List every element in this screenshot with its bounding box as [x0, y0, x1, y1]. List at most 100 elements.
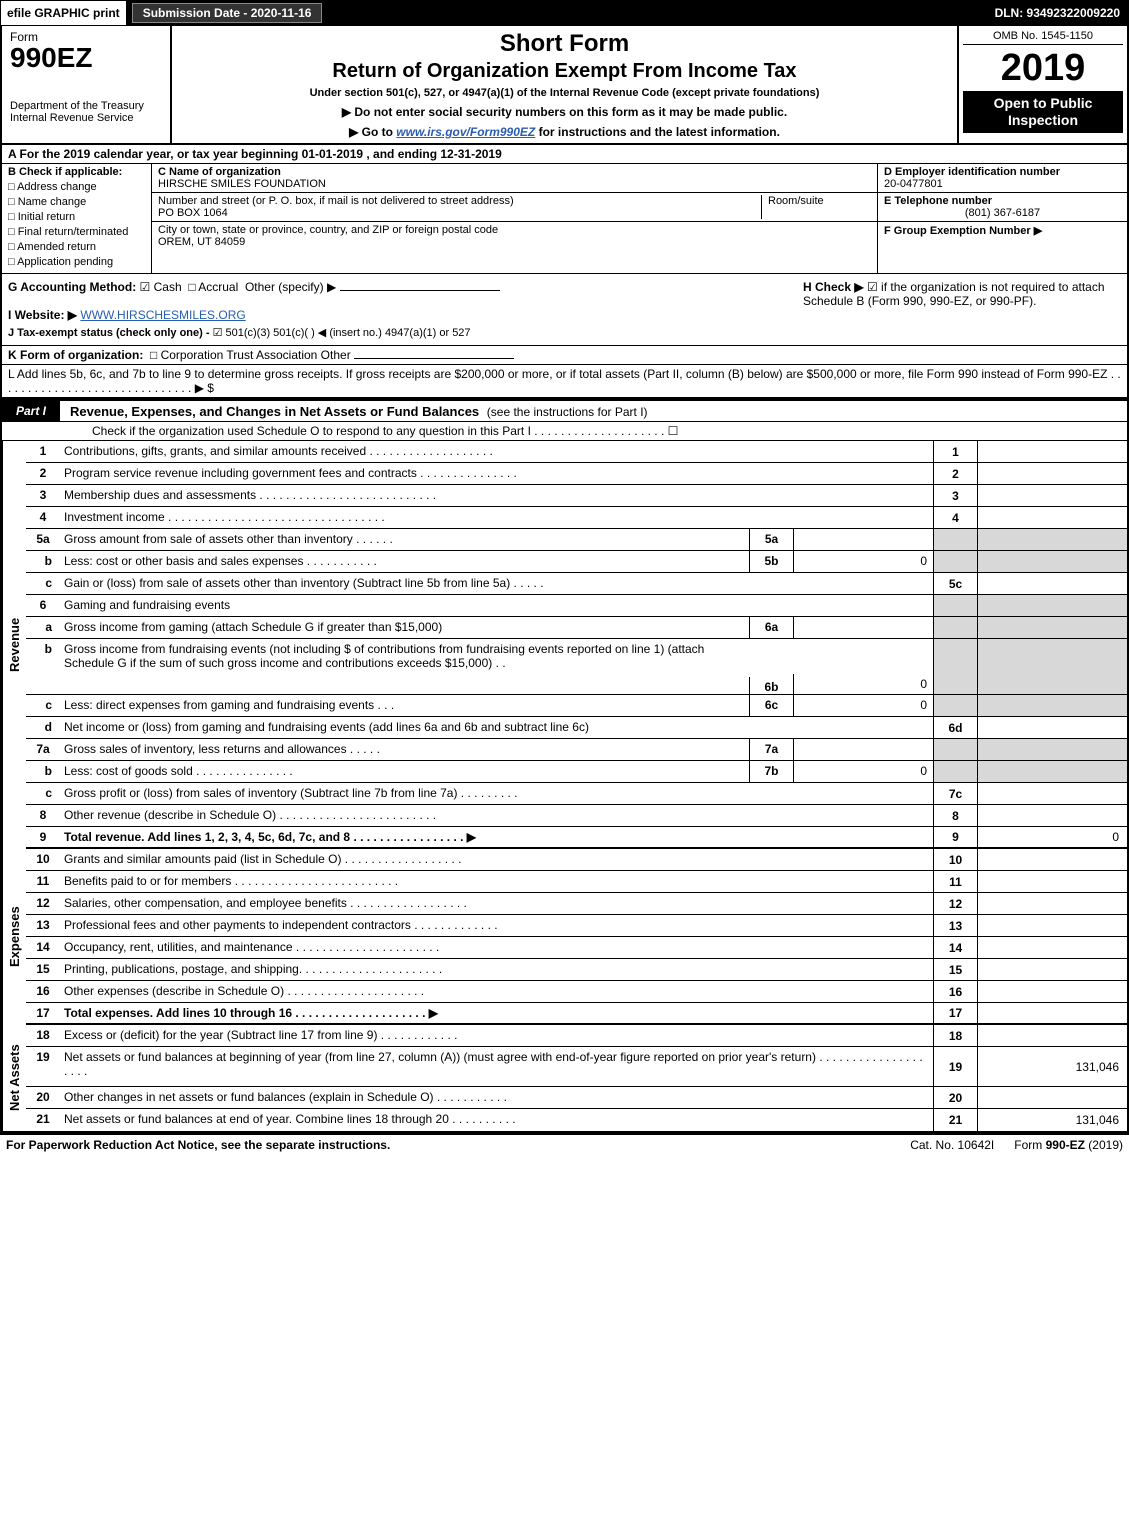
line-4-box: 4: [933, 507, 977, 528]
page-footer: For Paperwork Reduction Act Notice, see …: [0, 1133, 1129, 1155]
under-section-text: Under section 501(c), 527, or 4947(a)(1)…: [182, 87, 947, 99]
line-5c-amount: [977, 573, 1127, 594]
chk-initial-return[interactable]: Initial return: [8, 211, 145, 223]
chk-application-pending[interactable]: Application pending: [8, 256, 145, 268]
header-right: OMB No. 1545-1150 2019 Open to Public In…: [957, 26, 1127, 143]
line-13-amount: [977, 915, 1127, 936]
line-11-num: 11: [26, 871, 60, 892]
submission-date-badge: Submission Date - 2020-11-16: [132, 3, 323, 23]
line-6-box-shaded: [933, 595, 977, 616]
line-7a: 7a Gross sales of inventory, less return…: [26, 739, 1127, 761]
line-6d: d Net income or (loss) from gaming and f…: [26, 717, 1127, 739]
j-501c3-checkbox[interactable]: [213, 327, 226, 339]
line-7a-subbox: 7a: [749, 739, 793, 760]
line-3-text: Membership dues and assessments . . . . …: [60, 485, 933, 506]
line-7b-num: b: [26, 761, 60, 782]
k-other-input[interactable]: [354, 358, 514, 359]
line-7b-subamt: 0: [793, 761, 933, 782]
room-suite-label: Room/suite: [761, 195, 871, 219]
section-d-e-f: D Employer identification number 20-0477…: [877, 164, 1127, 273]
line-15-box: 15: [933, 959, 977, 980]
line-12: 12 Salaries, other compensation, and emp…: [26, 893, 1127, 915]
g-cash-checkbox[interactable]: Cash: [140, 280, 182, 294]
line-6-amt-shaded: [977, 595, 1127, 616]
line-13-text: Professional fees and other payments to …: [60, 915, 933, 936]
line-6b-text: Gross income from fundraising events (no…: [60, 639, 749, 694]
org-name: HIRSCHE SMILES FOUNDATION: [158, 178, 326, 190]
h-checkbox[interactable]: [867, 280, 881, 294]
net-assets-side-tab: Net Assets: [2, 1025, 26, 1131]
line-7b-text: Less: cost of goods sold . . . . . . . .…: [60, 761, 749, 782]
line-8: 8 Other revenue (describe in Schedule O)…: [26, 805, 1127, 827]
line-1-box: 1: [933, 441, 977, 462]
website-link[interactable]: WWW.HIRSCHESMILES.ORG: [80, 308, 245, 322]
line-19-box: 19: [933, 1047, 977, 1086]
line-20-box: 20: [933, 1087, 977, 1108]
row-g-h: G Accounting Method: Cash Accrual Other …: [2, 274, 1127, 346]
line-6c-text: Less: direct expenses from gaming and fu…: [60, 695, 749, 716]
line-6c-num: c: [26, 695, 60, 716]
line-3-box: 3: [933, 485, 977, 506]
line-7a-amt-shaded: [977, 739, 1127, 760]
line-14: 14 Occupancy, rent, utilities, and maint…: [26, 937, 1127, 959]
line-6c-subamt: 0: [793, 695, 933, 716]
open-to-public-badge: Open to Public Inspection: [963, 91, 1123, 133]
g-other-input[interactable]: [340, 290, 500, 291]
k-corp-checkbox[interactable]: [150, 348, 161, 362]
efile-print-label[interactable]: efile GRAPHIC print: [1, 1, 126, 25]
line-6a-text: Gross income from gaming (attach Schedul…: [60, 617, 749, 638]
part-1-tag: Part I: [2, 401, 60, 421]
chk-name-change[interactable]: Name change: [8, 196, 145, 208]
revenue-section: Revenue 1 Contributions, gifts, grants, …: [2, 441, 1127, 849]
line-14-box: 14: [933, 937, 977, 958]
line-7c-num: c: [26, 783, 60, 804]
line-15-amount: [977, 959, 1127, 980]
line-4-num: 4: [26, 507, 60, 528]
chk-address-change[interactable]: Address change: [8, 181, 145, 193]
line-17-num: 17: [26, 1003, 60, 1023]
line-8-amount: [977, 805, 1127, 826]
line-5b-box-shaded: [933, 551, 977, 572]
line-1-text: Contributions, gifts, grants, and simila…: [60, 441, 933, 462]
chk-amended-return[interactable]: Amended return: [8, 241, 145, 253]
line-7a-box-shaded: [933, 739, 977, 760]
goto-suffix: for instructions and the latest informat…: [539, 125, 780, 139]
line-5c-num: c: [26, 573, 60, 594]
c-label: C Name of organization: [158, 166, 281, 178]
city-label: City or town, state or province, country…: [158, 224, 498, 236]
line-3: 3 Membership dues and assessments . . . …: [26, 485, 1127, 507]
line-16-amount: [977, 981, 1127, 1002]
line-7a-text: Gross sales of inventory, less returns a…: [60, 739, 749, 760]
line-21-amount: 131,046: [977, 1109, 1127, 1131]
line-16: 16 Other expenses (describe in Schedule …: [26, 981, 1127, 1003]
line-7c: c Gross profit or (loss) from sales of i…: [26, 783, 1127, 805]
line-5b-subamt: 0: [793, 551, 933, 572]
line-6a-box-shaded: [933, 617, 977, 638]
net-assets-section: Net Assets 18 Excess or (deficit) for th…: [2, 1025, 1127, 1131]
line-2-amount: [977, 463, 1127, 484]
j-options-text: 501(c)(3) 501(c)( ) ◀ (insert no.) 4947(…: [226, 327, 471, 339]
line-4: 4 Investment income . . . . . . . . . . …: [26, 507, 1127, 529]
line-18-text: Excess or (deficit) for the year (Subtra…: [60, 1025, 933, 1046]
line-16-box: 16: [933, 981, 977, 1002]
line-10-text: Grants and similar amounts paid (list in…: [60, 849, 933, 870]
line-3-amount: [977, 485, 1127, 506]
line-6d-num: d: [26, 717, 60, 738]
irs-link[interactable]: www.irs.gov/Form990EZ: [396, 125, 535, 139]
line-5b-subbox: 5b: [749, 551, 793, 572]
line-13-num: 13: [26, 915, 60, 936]
line-12-num: 12: [26, 893, 60, 914]
line-10-amount: [977, 849, 1127, 870]
row-l: L Add lines 5b, 6c, and 7b to line 9 to …: [2, 365, 1127, 399]
street-label: Number and street (or P. O. box, if mail…: [158, 195, 514, 207]
chk-final-return[interactable]: Final return/terminated: [8, 226, 145, 238]
line-6c-box-shaded: [933, 695, 977, 716]
section-b-checkboxes: B Check if applicable: Address change Na…: [2, 164, 152, 273]
form-number: 990EZ: [10, 44, 162, 72]
line-2-text: Program service revenue including govern…: [60, 463, 933, 484]
g-accrual-checkbox[interactable]: Accrual: [188, 280, 238, 294]
top-bar: efile GRAPHIC print Submission Date - 20…: [0, 0, 1129, 26]
line-1-num: 1: [26, 441, 60, 462]
line-6b-num: b: [26, 639, 60, 694]
line-8-box: 8: [933, 805, 977, 826]
